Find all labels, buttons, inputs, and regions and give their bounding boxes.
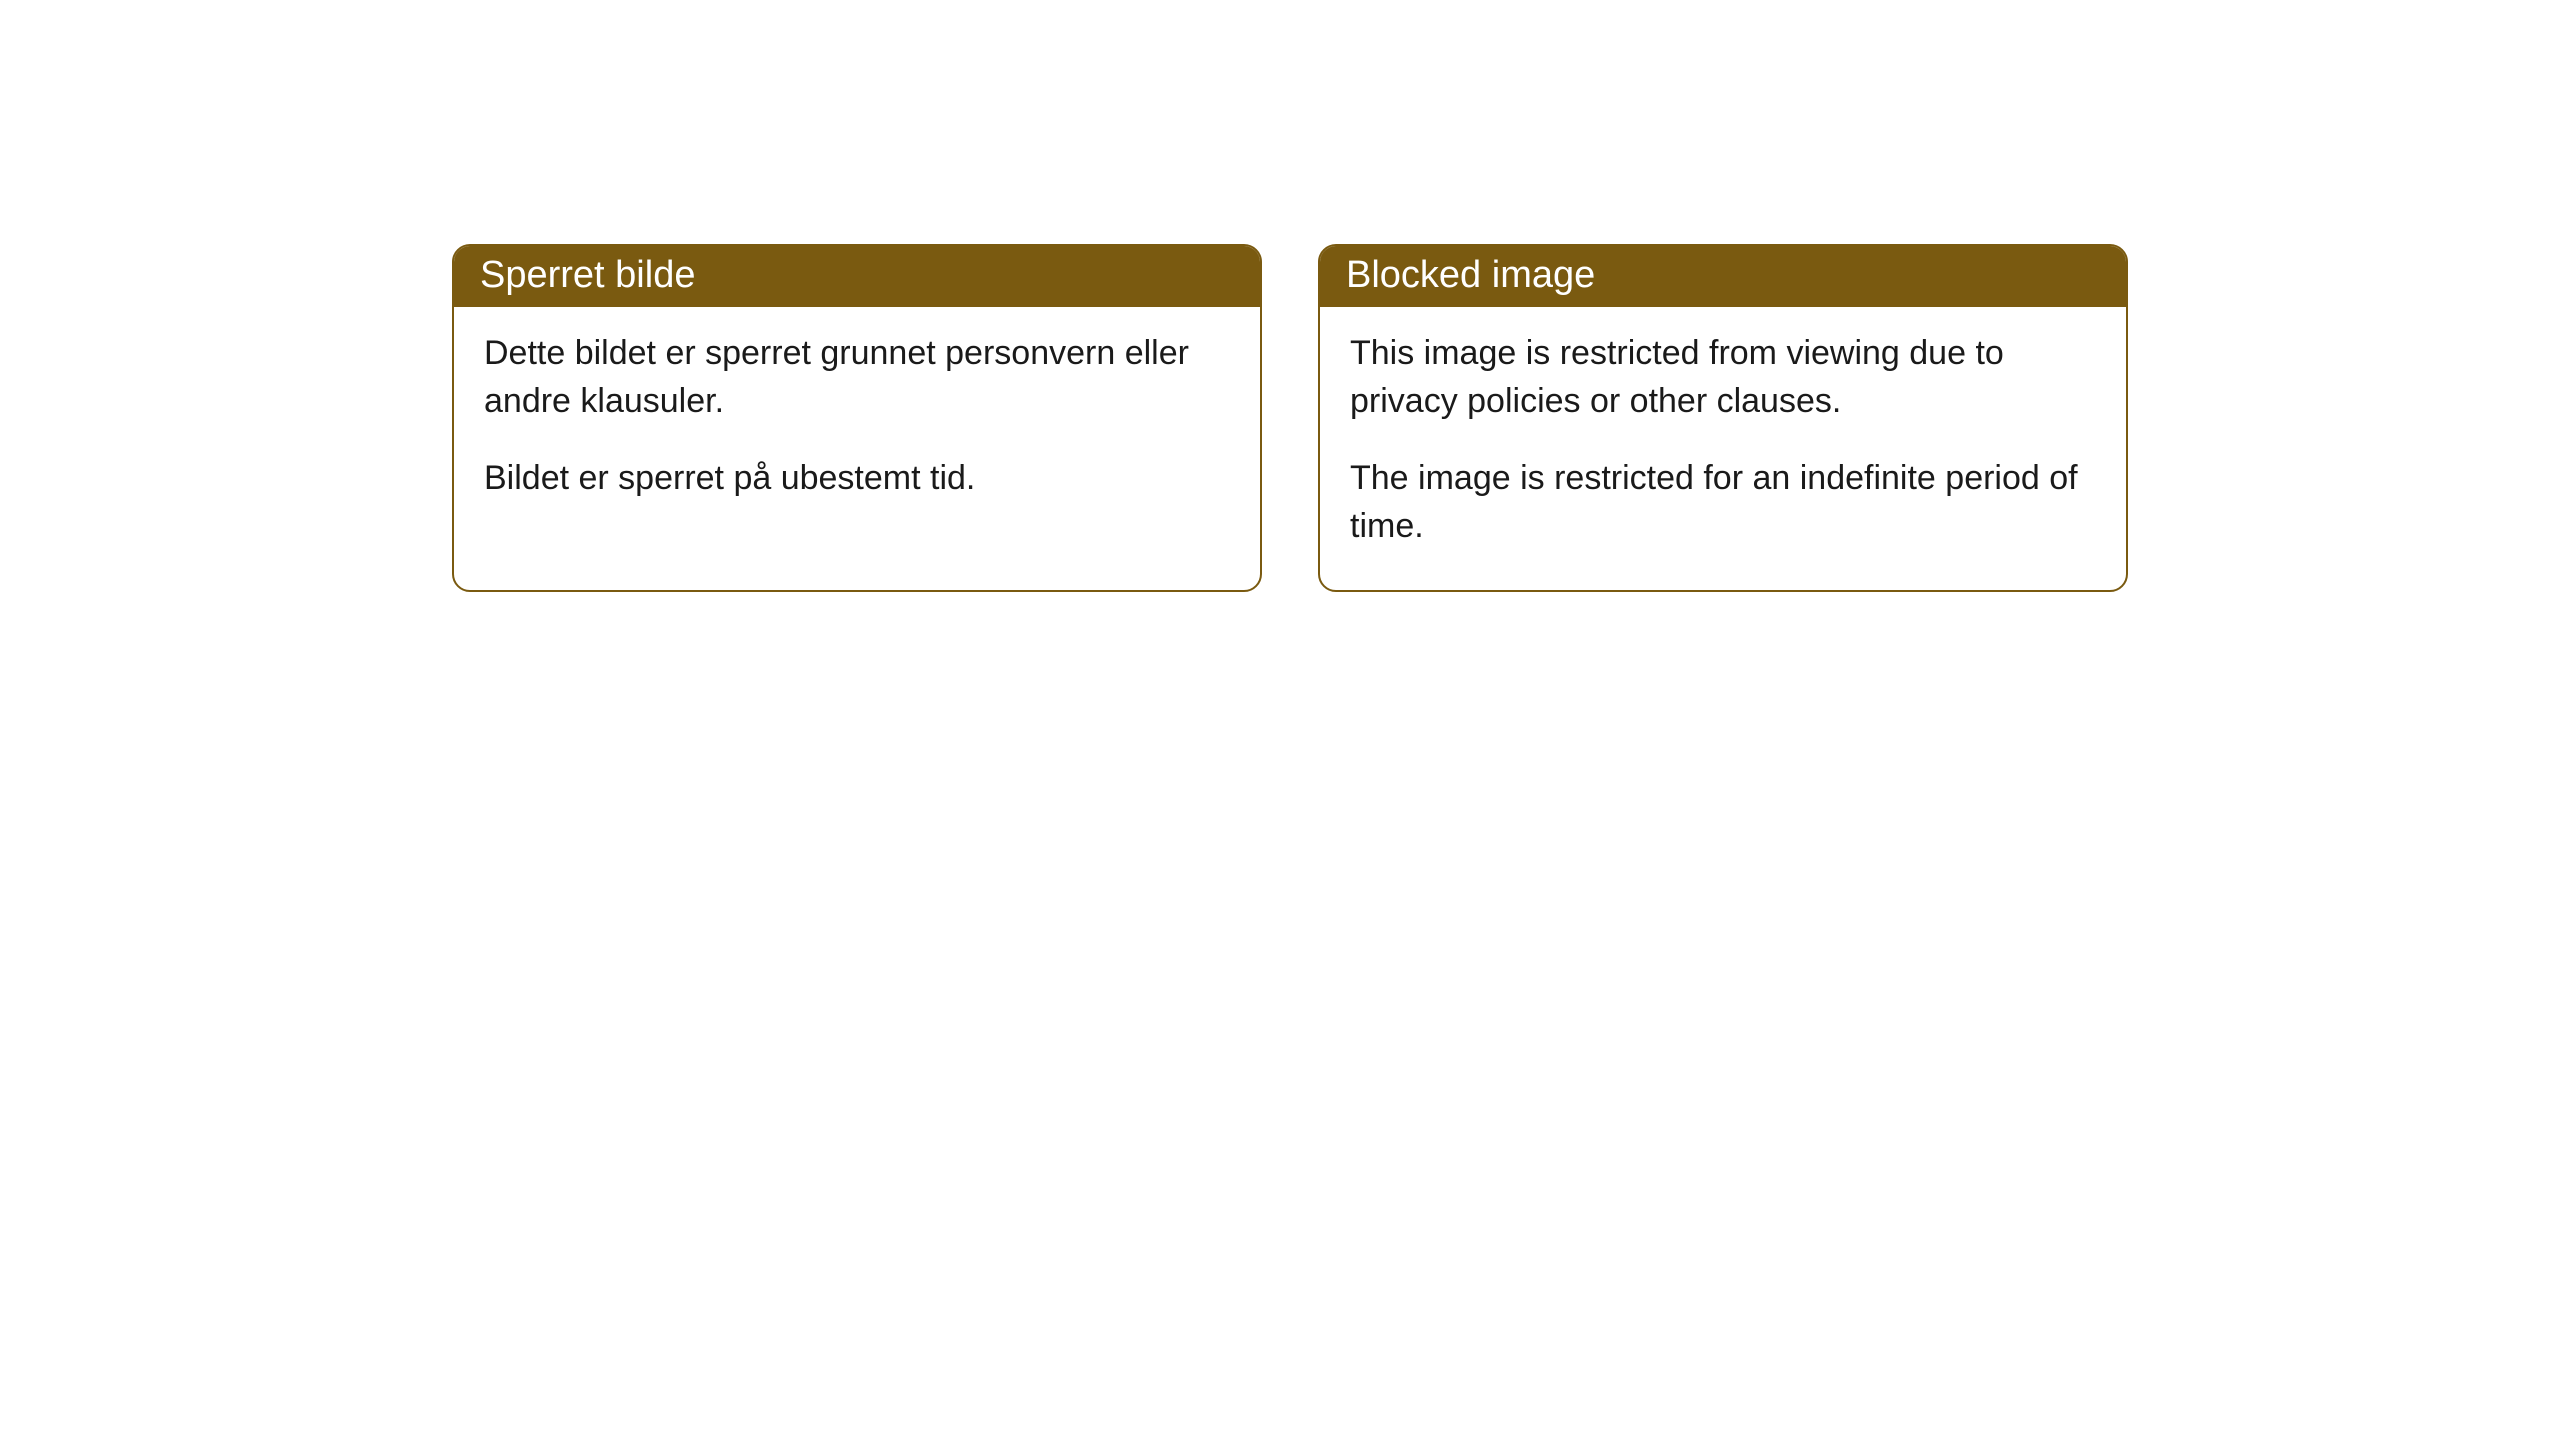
card-title: Blocked image <box>1346 254 1595 296</box>
card-header: Blocked image <box>1320 246 2126 307</box>
card-paragraph: The image is restricted for an indefinit… <box>1350 454 2096 551</box>
card-paragraph: This image is restricted from viewing du… <box>1350 329 2096 426</box>
card-paragraph: Dette bildet er sperret grunnet personve… <box>484 329 1230 426</box>
card-paragraph: Bildet er sperret på ubestemt tid. <box>484 454 1230 502</box>
notice-card-norwegian: Sperret bilde Dette bildet er sperret gr… <box>452 244 1262 592</box>
card-title: Sperret bilde <box>480 254 695 296</box>
notice-cards-container: Sperret bilde Dette bildet er sperret gr… <box>452 244 2128 592</box>
card-body: This image is restricted from viewing du… <box>1320 307 2126 590</box>
card-header: Sperret bilde <box>454 246 1260 307</box>
notice-card-english: Blocked image This image is restricted f… <box>1318 244 2128 592</box>
card-body: Dette bildet er sperret grunnet personve… <box>454 307 1260 542</box>
